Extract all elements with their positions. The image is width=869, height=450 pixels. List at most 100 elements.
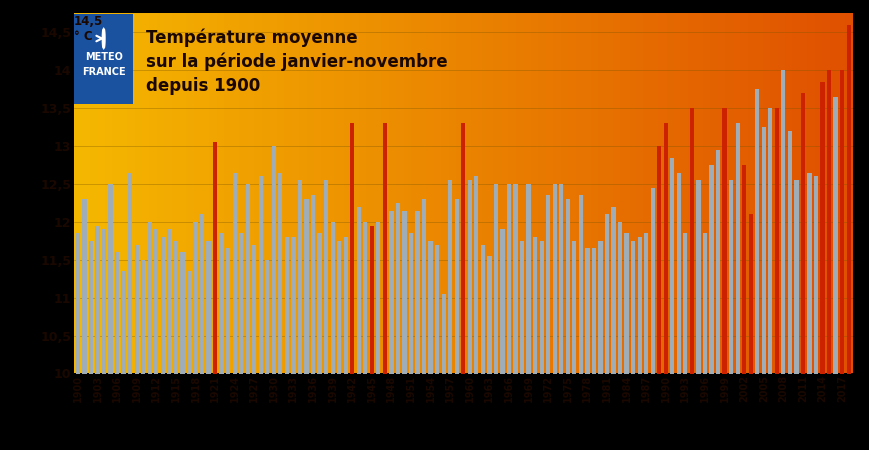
Bar [760, 127, 765, 374]
Bar [441, 294, 445, 374]
Bar [591, 248, 595, 374]
Bar [494, 184, 497, 374]
Bar [278, 173, 282, 374]
Bar [546, 195, 550, 374]
Bar [839, 70, 843, 373]
Bar [135, 245, 139, 374]
Bar [226, 248, 230, 374]
Bar [539, 241, 543, 374]
Bar [826, 70, 830, 373]
Text: METEO: METEO [84, 52, 123, 62]
Bar [161, 237, 165, 374]
Bar [336, 241, 341, 374]
Bar [356, 207, 361, 374]
Bar [448, 180, 452, 374]
Bar [193, 222, 197, 374]
Bar [415, 211, 419, 374]
Bar [245, 184, 249, 374]
Text: 14,5: 14,5 [74, 14, 103, 27]
Bar [689, 108, 693, 374]
Bar [323, 180, 328, 374]
Bar [297, 180, 302, 374]
Bar [578, 195, 582, 374]
Bar [663, 123, 667, 374]
Bar [461, 123, 465, 374]
Bar [206, 241, 210, 374]
Bar [656, 146, 660, 373]
Bar [813, 176, 817, 374]
Bar [128, 173, 132, 374]
Bar [434, 245, 439, 374]
Bar [833, 97, 837, 374]
Bar [271, 146, 275, 373]
Bar [846, 25, 850, 373]
Bar [630, 241, 634, 374]
Bar [559, 184, 563, 374]
Bar [141, 260, 145, 374]
Bar [513, 184, 517, 374]
Bar [799, 93, 804, 374]
Text: FRANCE: FRANCE [82, 67, 125, 77]
Bar [102, 230, 106, 374]
Bar [454, 199, 458, 374]
Bar [474, 176, 478, 374]
Bar [148, 222, 152, 374]
Bar [200, 214, 204, 374]
Bar [167, 230, 171, 374]
Bar [786, 131, 791, 373]
Bar [115, 252, 119, 374]
Bar [258, 176, 262, 374]
Bar [520, 241, 524, 374]
Bar [611, 207, 615, 374]
Bar [180, 252, 184, 374]
Bar [747, 214, 752, 374]
Bar [408, 233, 413, 374]
Bar [624, 233, 628, 374]
Bar [669, 158, 673, 374]
Bar [317, 233, 322, 374]
Bar [369, 226, 374, 374]
Bar [109, 184, 112, 374]
Bar [76, 233, 80, 374]
Bar [598, 241, 602, 374]
Bar [154, 230, 158, 374]
Bar [682, 233, 687, 374]
Bar [715, 150, 720, 374]
Bar [734, 123, 739, 374]
Bar [780, 70, 785, 373]
Bar [676, 173, 680, 374]
Bar [695, 180, 700, 374]
Bar [83, 199, 86, 374]
Bar [754, 89, 759, 374]
Bar [401, 211, 406, 374]
Bar [728, 180, 733, 374]
Bar [767, 108, 772, 374]
Bar [702, 233, 706, 374]
Bar [552, 184, 556, 374]
Bar [239, 233, 243, 374]
Bar [468, 180, 471, 374]
Bar [219, 233, 223, 374]
Bar [481, 245, 484, 374]
Bar [291, 237, 295, 374]
Bar [310, 195, 315, 374]
Bar [122, 271, 126, 373]
Bar [362, 222, 367, 374]
Bar [617, 222, 621, 374]
Bar [375, 222, 380, 374]
Bar [773, 108, 778, 374]
Bar [793, 180, 798, 374]
Bar [304, 199, 308, 374]
Bar [428, 241, 432, 374]
Bar [526, 184, 530, 374]
Bar [741, 165, 746, 374]
Bar [89, 241, 93, 374]
Bar [349, 123, 354, 374]
Bar [507, 184, 510, 374]
Bar [265, 260, 269, 374]
Bar [96, 226, 99, 374]
Bar [565, 199, 569, 374]
Bar [232, 173, 236, 374]
Bar [487, 256, 491, 373]
Bar [637, 237, 641, 374]
